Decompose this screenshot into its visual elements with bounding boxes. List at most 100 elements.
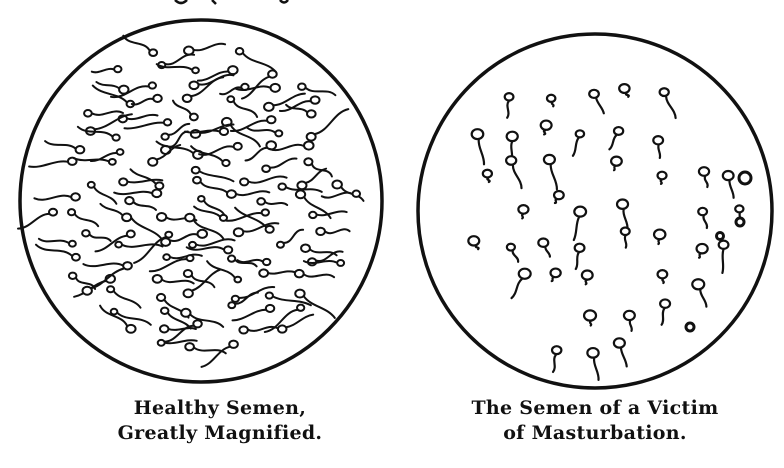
healthy-sperm-cell [219, 82, 250, 96]
weak-sperm-cell [505, 242, 520, 263]
healthy-sperm-cell [188, 238, 236, 249]
healthy-sperm-cell [320, 189, 362, 199]
healthy-sperm-cell [124, 196, 157, 211]
healthy-sperm-cell [114, 240, 164, 249]
weak-sperm-cell [691, 278, 708, 308]
healthy-sperm-cell [190, 145, 231, 168]
healthy-sperm-cell [225, 208, 270, 222]
weak-sperm-cell [697, 166, 711, 189]
healthy-sperm-cell [90, 65, 123, 74]
weak-sperm-cell [652, 228, 667, 246]
healthy-sperm-cell [276, 313, 315, 334]
healthy-sperm-cell [33, 192, 81, 202]
weak-sperm-cell [656, 269, 669, 285]
healthy-sperm-cell [151, 274, 195, 285]
healthy-sperm-cell [182, 268, 222, 299]
weak-sperm-cell [505, 130, 519, 162]
healthy-sperm-cell [190, 165, 235, 183]
healthy-sperm-cell [17, 207, 59, 230]
healthy-sperm-cell [263, 92, 306, 112]
healthy-sperm-cell [94, 229, 136, 253]
healthy-sperm-cell [180, 307, 225, 328]
healthy-sperm-cell [227, 291, 259, 310]
healthy-sperm-cell [172, 99, 199, 122]
healthy-sperm-cell [118, 177, 164, 187]
healthy-sperm-cell [193, 205, 229, 222]
healthy-sperm-cell [81, 229, 112, 242]
weak-sperm-cell [622, 309, 636, 332]
healthy-sperm-cell [256, 197, 289, 206]
weak-sperm-cell [695, 242, 709, 259]
healthy-sperm-cell [155, 63, 200, 75]
healthy-sperm-cell [67, 208, 100, 228]
healthy-sperm-cell [162, 253, 203, 261]
weak-sperm-cell [503, 92, 515, 119]
healthy-sperm-cell [67, 271, 97, 290]
weak-sperm-cell [656, 170, 668, 185]
left-caption: Healthy Semen, Greatly Magnified. [60, 396, 380, 446]
healthy-sperm-cell [110, 81, 158, 98]
right-lens-outline [416, 32, 774, 390]
healthy-sperm-cell [44, 140, 86, 155]
healthy-sperm-cell [300, 243, 338, 257]
healthy-sperm-cell [315, 226, 351, 237]
left-caption-line1: Healthy Semen, [133, 397, 307, 419]
healthy-sperm-cell [302, 259, 346, 267]
healthy-sperm-cell [122, 34, 159, 58]
healthy-sperm-cell [229, 115, 277, 132]
healthy-sperm-cell [35, 243, 81, 262]
weak-sperm-cell [608, 125, 625, 151]
weak-sperm-cell [586, 346, 600, 381]
weak-sperm-cell [619, 226, 631, 249]
healthy-sperm-cell [196, 194, 226, 217]
weak-sperm-cell [615, 198, 630, 231]
healthy-sperm-cell [226, 95, 259, 118]
weak-sperm-cell [510, 267, 532, 300]
healthy-sperm-cell [184, 212, 225, 240]
healthy-sperm-cell [294, 288, 336, 319]
healthy-sperm-cell [285, 103, 317, 119]
weak-sperm-cell [588, 88, 605, 115]
healthy-sperm-cell [106, 285, 142, 309]
healthy-sperm-cell [234, 47, 278, 74]
healthy-sperm-cell [200, 339, 239, 368]
healthy-sperm-cell [76, 125, 121, 142]
healthy-sperm-cell [275, 228, 305, 249]
healthy-sperm-cell [293, 268, 336, 279]
healthy-sperm-cell [278, 95, 321, 112]
healthy-sperm-cell [236, 257, 272, 267]
healthy-sperm-cell [109, 307, 152, 326]
healthy-sperm-cell [86, 180, 118, 205]
weak-sperm-cell [467, 235, 481, 251]
abnormal-cell-blob [684, 321, 696, 333]
healthy-sperm-cell [198, 141, 243, 156]
healthy-semen-circle [17, 18, 384, 384]
healthy-sperm-cell [89, 148, 125, 163]
healthy-sperm-cell [296, 167, 328, 191]
right-caption-line1: The Semen of a Victim [471, 397, 719, 419]
healthy-sperm-cell [169, 228, 209, 243]
weak-sperm-cell [549, 267, 562, 283]
healthy-sperm-cell [226, 254, 258, 268]
healthy-sperm-cell [206, 260, 243, 284]
weak-sperm-cell [545, 93, 557, 108]
healthy-sperm-cell [196, 65, 239, 82]
healthy-sperm-cell [130, 217, 172, 247]
right-caption: The Semen of a Victim of Masturbation. [415, 396, 775, 446]
weak-sperm-cell [582, 309, 598, 327]
healthy-sperm-cell [148, 254, 195, 273]
healthy-sperm-cell [238, 325, 279, 335]
abnormal-cell-blob [737, 170, 753, 186]
weak-sperm-cell [612, 337, 628, 368]
weak-sperm-cell [659, 298, 672, 326]
healthy-sperm-cell [160, 122, 191, 141]
healthy-sperm-cell [72, 157, 117, 166]
left-caption-line2: Greatly Magnified. [117, 422, 323, 444]
healthy-sperm-cell [261, 157, 298, 174]
healthy-sperm-cell [294, 189, 332, 220]
healthy-sperm-cell [183, 42, 227, 56]
healthy-sperm-cell [130, 93, 163, 106]
weak-sperm-cell [609, 155, 623, 172]
right-caption-line2: of Masturbation. [503, 422, 687, 444]
healthy-sperm-cell [123, 118, 173, 130]
